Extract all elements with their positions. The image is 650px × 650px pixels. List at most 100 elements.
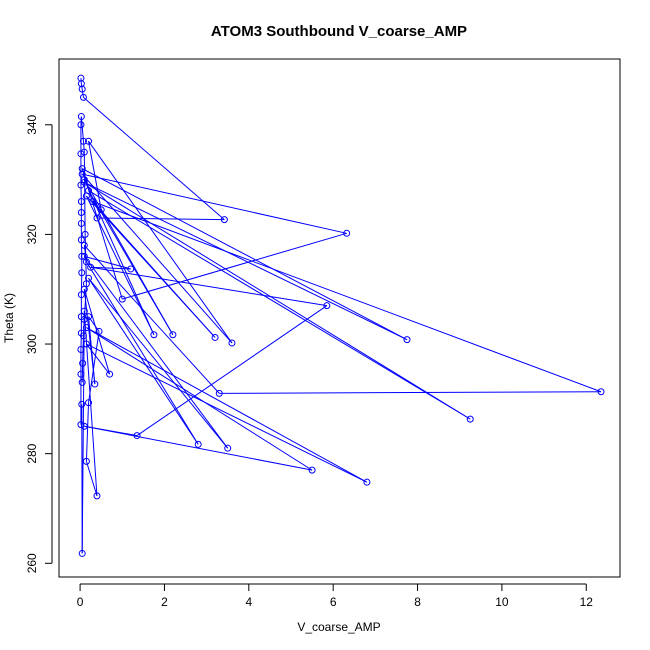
data-point: [82, 192, 90, 200]
series-line-segment: [96, 217, 225, 221]
series-line-segment: [83, 179, 174, 335]
data-point: [77, 421, 85, 429]
data-point: [211, 333, 219, 341]
data-point: [80, 241, 88, 249]
data-point: [343, 229, 351, 237]
data-point: [85, 137, 93, 145]
x-axis: 0 2 4 6 8 10 12: [77, 583, 594, 609]
series-line-segment: [86, 343, 111, 375]
data-point: [224, 444, 232, 452]
series-line-segment: [83, 96, 225, 220]
data-point: [77, 181, 85, 189]
y-tick-label: 300: [25, 334, 39, 354]
data-point: [220, 216, 228, 224]
series-line-segment: [88, 277, 199, 445]
y-tick-label: 280: [25, 443, 39, 463]
series-line-segment: [85, 261, 199, 445]
series-line-segment: [90, 266, 327, 307]
data-point: [97, 206, 105, 214]
data-point: [118, 295, 126, 303]
series-line-segment: [83, 256, 229, 449]
data-point: [77, 236, 85, 244]
data-point: [215, 389, 223, 397]
series-line-segment: [88, 190, 471, 420]
series-line-segment: [88, 140, 233, 344]
series-line-segment: [90, 266, 131, 270]
series-line-segment: [82, 173, 347, 234]
y-tick-label: 340: [25, 114, 39, 134]
data-point: [466, 415, 474, 423]
data-point: [82, 324, 90, 332]
data-point: [77, 198, 85, 206]
plot-frame: [58, 58, 621, 578]
series-lines: [80, 78, 602, 554]
series-line-segment: [122, 232, 347, 300]
data-point: [77, 150, 85, 158]
data-point: [194, 440, 202, 448]
x-tick-label: 12: [580, 595, 594, 609]
data-point: [106, 370, 114, 378]
data-point: [78, 269, 86, 277]
data-point: [78, 378, 86, 386]
data-point: [77, 370, 85, 378]
data-point: [80, 176, 88, 184]
data-point: [79, 137, 87, 145]
series-line-segment: [81, 89, 84, 98]
series-line-segment: [82, 141, 85, 153]
data-point: [78, 85, 86, 93]
series-line-segment: [84, 181, 408, 341]
series-line-segment: [83, 283, 87, 320]
data-point: [93, 214, 101, 222]
chart-title: ATOM3 Southbound V_coarse_AMP: [211, 23, 467, 40]
series-line-segment: [81, 168, 408, 341]
data-point: [133, 432, 141, 440]
y-axis-label: Theta (K): [2, 293, 16, 343]
series-line-segment: [82, 335, 84, 364]
data-point: [78, 252, 86, 260]
series-line-segment: [219, 391, 602, 394]
data-point: [597, 388, 605, 396]
series-line-segment: [88, 331, 100, 403]
data-point: [77, 291, 85, 299]
series-line-segment: [85, 195, 155, 335]
data-point: [78, 165, 86, 173]
data-point: [169, 331, 177, 339]
x-tick-label: 2: [161, 595, 168, 609]
x-axis-label: V_coarse_AMP: [297, 620, 380, 634]
data-point: [79, 93, 87, 101]
data-point: [79, 359, 87, 367]
y-tick-label: 260: [25, 553, 39, 573]
y-tick-label: 320: [25, 224, 39, 244]
data-point: [82, 340, 90, 348]
series-line-segment: [80, 116, 84, 142]
series-line-segment: [88, 277, 229, 449]
series-line-segment: [83, 311, 98, 496]
data-point: [323, 302, 331, 310]
x-tick-label: 8: [414, 595, 421, 609]
series-line-segment: [84, 425, 313, 471]
series-line-segment: [84, 255, 131, 270]
data-point: [81, 230, 89, 238]
data-point: [78, 400, 86, 408]
series-line-segment: [85, 461, 98, 497]
data-point: [95, 327, 103, 335]
series-line-segment: [81, 173, 233, 344]
series-line-segment: [92, 201, 602, 393]
series-line-segment: [86, 343, 368, 483]
data-point: [78, 549, 86, 557]
data-point: [80, 315, 88, 323]
series-line-segment: [83, 289, 111, 375]
x-tick-label: 4: [245, 595, 252, 609]
data-point: [228, 339, 236, 347]
data-point: [403, 336, 411, 344]
data-point: [127, 265, 135, 273]
data-point: [82, 457, 90, 465]
data-point: [85, 399, 93, 407]
x-tick-label: 0: [77, 595, 84, 609]
data-point: [82, 280, 90, 288]
data-point: [80, 422, 88, 430]
data-point: [93, 492, 101, 500]
data-point: [80, 252, 88, 260]
series-line-segment: [86, 327, 313, 471]
